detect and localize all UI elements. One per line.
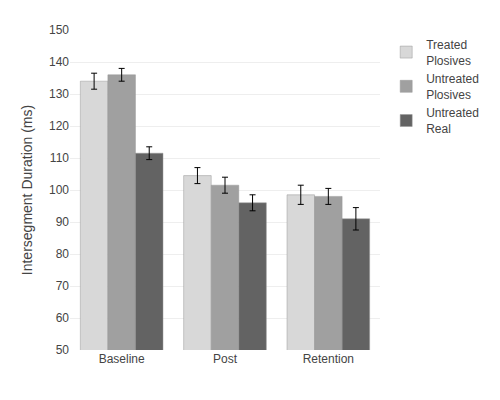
svg-text:100: 100: [49, 183, 69, 197]
svg-text:150: 150: [49, 23, 69, 37]
svg-text:120: 120: [49, 119, 69, 133]
svg-text:UntreatedReal: UntreatedReal: [426, 106, 479, 136]
svg-text:70: 70: [56, 279, 70, 293]
svg-text:Post: Post: [213, 352, 238, 366]
svg-text:Retention: Retention: [303, 352, 354, 366]
svg-text:80: 80: [56, 247, 70, 261]
svg-text:130: 130: [49, 87, 69, 101]
svg-text:TreatedPlosives: TreatedPlosives: [426, 38, 471, 68]
svg-text:90: 90: [56, 215, 70, 229]
svg-text:Intersegment Duration (ms): Intersegment Duration (ms): [19, 105, 35, 275]
svg-text:60: 60: [56, 311, 70, 325]
svg-text:UntreatedPlosives: UntreatedPlosives: [426, 72, 479, 102]
svg-text:110: 110: [50, 151, 69, 165]
svg-text:140: 140: [49, 55, 69, 69]
svg-text:50: 50: [56, 343, 70, 357]
svg-text:Baseline: Baseline: [99, 352, 145, 366]
